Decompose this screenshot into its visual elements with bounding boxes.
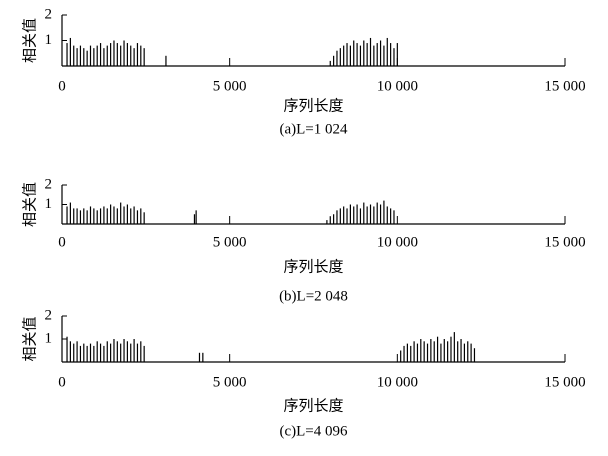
y-tick-label: 1 — [45, 32, 53, 48]
y-tick-label: 1 — [45, 330, 53, 346]
y-tick-label: 2 — [45, 6, 53, 22]
x-tick-label: 5 000 — [213, 234, 247, 250]
y-tick-label: 2 — [45, 307, 53, 323]
x-tick-label: 10 000 — [377, 374, 418, 390]
x-tick-label: 15 000 — [544, 234, 585, 250]
x-tick-label: 0 — [58, 78, 66, 94]
x-tick-label: 0 — [58, 234, 66, 250]
x-axis-label: 序列长度 — [283, 397, 343, 414]
caption: (c)L=4 096 — [279, 423, 348, 439]
y-tick-label: 2 — [45, 176, 53, 192]
x-tick-label: 10 000 — [377, 78, 418, 94]
x-tick-label: 15 000 — [544, 78, 585, 94]
x-axis-label: 序列长度 — [283, 258, 343, 275]
x-tick-label: 0 — [58, 374, 66, 390]
y-axis-label: 相关值 — [21, 182, 38, 227]
x-tick-label: 10 000 — [377, 234, 418, 250]
caption: (a)L=1 024 — [279, 121, 348, 137]
y-axis-label: 相关值 — [21, 18, 38, 63]
x-axis-label: 序列长度 — [283, 97, 343, 114]
x-tick-label: 5 000 — [213, 78, 247, 94]
y-tick-label: 1 — [45, 196, 53, 212]
x-tick-label: 15 000 — [544, 374, 585, 390]
x-tick-label: 5 000 — [213, 374, 247, 390]
y-axis-label: 相关值 — [21, 316, 38, 361]
caption: (b)L=2 048 — [279, 288, 348, 304]
